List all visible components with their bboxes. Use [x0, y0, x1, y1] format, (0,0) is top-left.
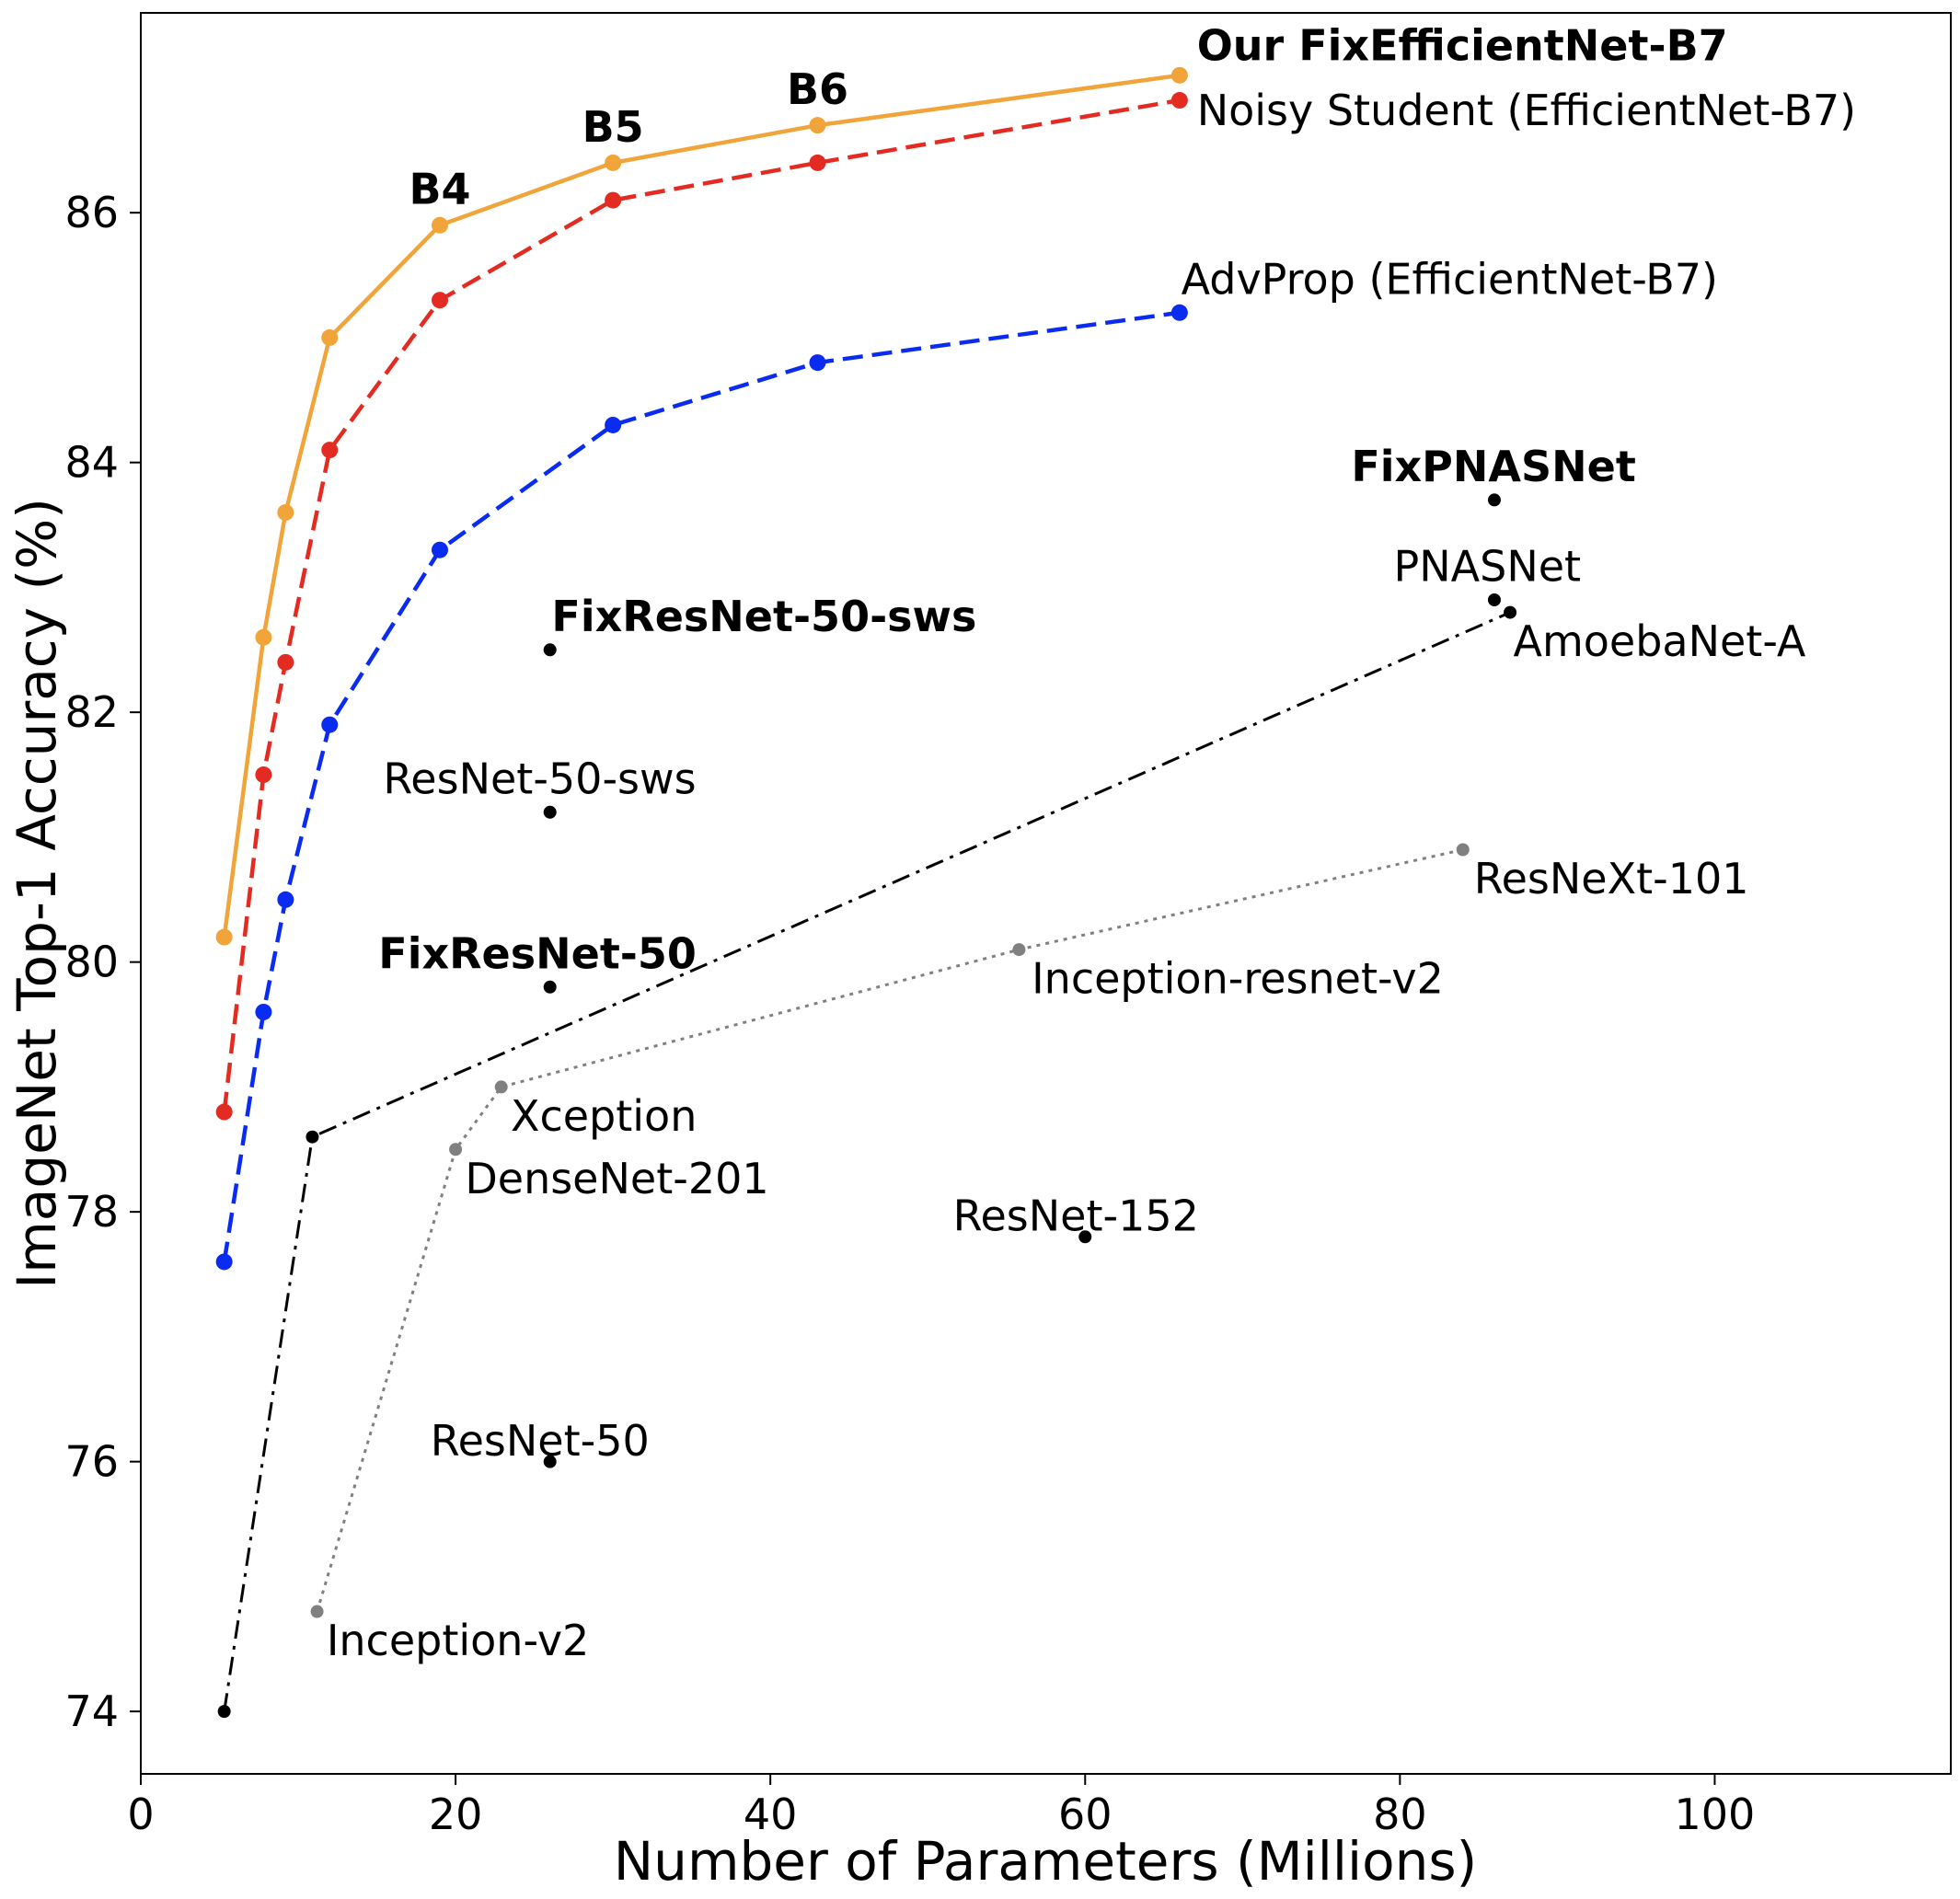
annotation-label: ResNet-50	[431, 1416, 650, 1466]
series-line-noisy	[222, 98, 1181, 1112]
point-fixeff-1	[255, 628, 272, 646]
y-tick-label: 80	[64, 938, 119, 987]
point-fixeff-7	[1170, 66, 1188, 84]
standalone-point-5	[1487, 493, 1501, 507]
annotation-label: Xception	[511, 1091, 697, 1141]
series-classic	[310, 843, 1470, 1618]
series-fixeff	[215, 66, 1188, 946]
x-tick-label: 20	[429, 1790, 483, 1839]
x-tick-label: 80	[1373, 1790, 1427, 1839]
point-classic-3	[1012, 943, 1026, 957]
y-tick-label: 78	[64, 1187, 119, 1237]
point-fixeff-4	[431, 216, 448, 234]
point-fixeff-0	[215, 928, 233, 946]
annotation-label: Inception-v2	[327, 1616, 589, 1665]
point-nas-1	[306, 1130, 319, 1144]
point-noisy-4	[431, 292, 448, 309]
point-fixeff-6	[809, 117, 826, 134]
y-tick-label: 76	[64, 1437, 119, 1487]
x-axis-label: Number of Parameters (Millions)	[614, 1830, 1477, 1893]
annotation-label: Noisy Student (EfficientNet-B7)	[1197, 86, 1856, 135]
series-layer	[215, 66, 1517, 1719]
point-classic-4	[1456, 843, 1470, 857]
point-advprop-7	[1170, 304, 1188, 321]
y-tick-label: 86	[64, 188, 119, 237]
standalone-point-3	[543, 1455, 557, 1468]
point-noisy-0	[215, 1103, 233, 1121]
annotation-label: B4	[409, 165, 470, 214]
point-advprop-2	[277, 891, 294, 908]
point-advprop-3	[321, 716, 339, 733]
x-tick-label: 0	[127, 1790, 154, 1839]
x-tick-label: 60	[1058, 1790, 1113, 1839]
annotation-label: B6	[787, 64, 848, 114]
point-advprop-4	[431, 541, 448, 558]
point-nas-2	[1504, 605, 1517, 619]
annotation-layer: Our FixEfficientNet-B7 Noisy Student (Eff…	[327, 21, 1856, 1665]
point-fixeff-3	[321, 328, 339, 346]
point-noisy-2	[277, 653, 294, 671]
point-fixeff-2	[277, 503, 294, 521]
point-noisy-6	[809, 154, 826, 171]
series-line-advprop	[222, 310, 1181, 1262]
point-fixeff-5	[605, 154, 622, 171]
annotation-label: ResNet-152	[953, 1191, 1199, 1241]
x-axis: 0 20 40 60 80 100	[127, 1774, 1755, 1839]
point-noisy-5	[605, 191, 622, 209]
y-axis-label: ImageNet Top-1 Accuracy (%)	[6, 498, 68, 1289]
point-advprop-1	[255, 1003, 272, 1020]
y-axis: 74 76 78 80 82 84 86	[64, 188, 141, 1736]
point-advprop-5	[605, 416, 622, 433]
annotation-label: FixPNASNet	[1351, 442, 1636, 491]
point-advprop-0	[215, 1253, 233, 1271]
point-classic-1	[449, 1143, 463, 1157]
standalone-point-0	[543, 643, 557, 657]
point-noisy-1	[255, 766, 272, 784]
annotation-label: PNASNet	[1394, 542, 1582, 592]
point-noisy-3	[321, 442, 339, 459]
standalone-point-4	[1078, 1230, 1092, 1244]
series-noisy	[215, 92, 1188, 1121]
x-tick-label: 40	[744, 1790, 798, 1839]
standalone-point-6	[1487, 593, 1501, 606]
series-advprop	[215, 304, 1188, 1271]
annotation-label: AdvProp (EfficientNet-B7)	[1182, 254, 1718, 304]
point-advprop-6	[809, 354, 826, 372]
annotation-label: B5	[582, 102, 644, 152]
annotation-label: DenseNet-201	[465, 1154, 768, 1203]
annotation-label: FixResNet-50-sws	[551, 592, 976, 641]
annotation-label: ResNeXt-101	[1474, 854, 1749, 903]
point-classic-2	[494, 1080, 508, 1094]
x-tick-label: 100	[1675, 1790, 1756, 1839]
point-classic-0	[310, 1605, 324, 1618]
standalone-point-1	[543, 805, 557, 819]
y-tick-label: 74	[64, 1686, 119, 1736]
point-nas-0	[217, 1705, 231, 1719]
annotation-label: ResNet-50-sws	[383, 754, 696, 803]
point-noisy-7	[1170, 92, 1188, 109]
annotation-label: Inception-resnet-v2	[1032, 954, 1444, 1004]
series-line-fixeff	[222, 73, 1181, 938]
y-tick-label: 84	[64, 438, 119, 488]
annotation-label: AmoebaNet-A	[1513, 616, 1805, 666]
standalone-point-2	[543, 980, 557, 994]
y-tick-label: 82	[64, 687, 119, 737]
annotation-label: Our FixEfficientNet-B7	[1197, 21, 1728, 71]
series-nas	[217, 605, 1517, 1719]
points-layer	[543, 493, 1501, 1468]
annotation-label: FixResNet-50	[378, 928, 697, 978]
